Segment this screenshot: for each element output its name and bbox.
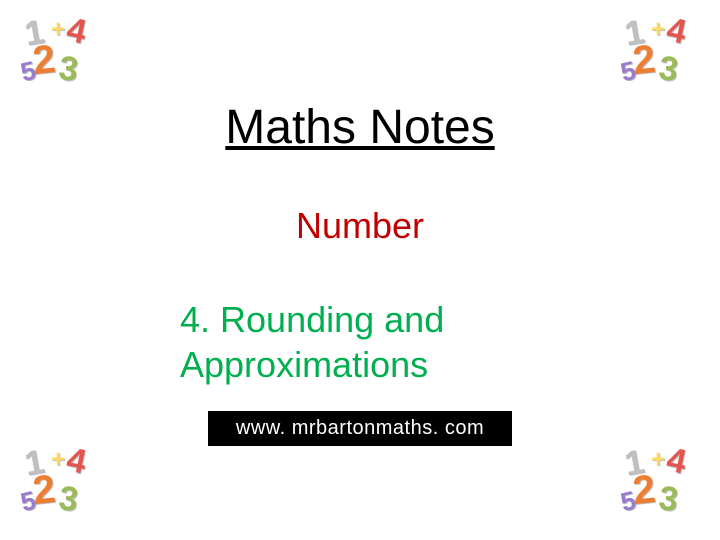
decoration-top-left: 1+4235 [15, 10, 105, 100]
decoration-bottom-right: 1+4235 [615, 440, 705, 530]
decoration-top-right: 1+4235 [615, 10, 705, 100]
decoration-glyph: 3 [656, 479, 680, 520]
url-label: www. mrbartonmaths. com [208, 411, 512, 446]
decoration-glyph: 4 [663, 10, 690, 52]
decoration-glyph: 4 [63, 10, 90, 52]
slide-content: Maths Notes Number 4. Rounding and Appro… [0, 100, 720, 446]
decoration-glyph: 3 [56, 49, 80, 90]
decoration-bottom-left: 1+4235 [15, 440, 105, 530]
page-subtitle: Number [0, 205, 720, 247]
decoration-glyph: 3 [656, 49, 680, 90]
decoration-glyph: 4 [63, 440, 90, 482]
topic-heading: 4. Rounding and Approximations [180, 297, 540, 387]
page-title: Maths Notes [0, 100, 720, 155]
decoration-glyph: 3 [56, 479, 80, 520]
decoration-glyph: 4 [663, 440, 690, 482]
